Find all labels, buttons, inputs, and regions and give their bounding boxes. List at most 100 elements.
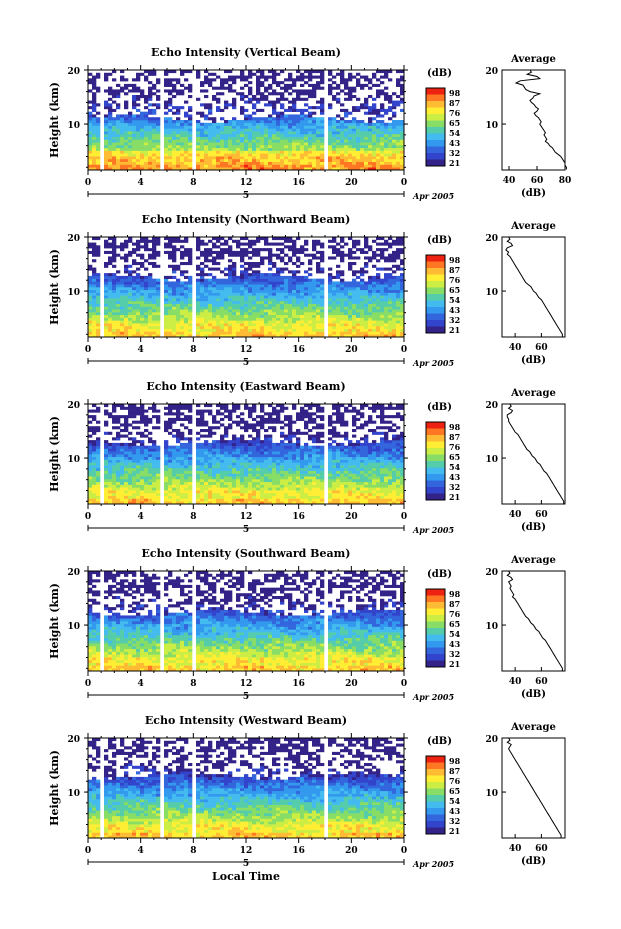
heatmap-cell bbox=[228, 292, 233, 296]
heatmap-cell bbox=[240, 298, 245, 302]
heatmap-cell bbox=[288, 147, 293, 151]
heatmap-cell bbox=[280, 128, 285, 132]
heatmap-cell bbox=[388, 145, 393, 149]
heatmap-cell bbox=[92, 97, 97, 101]
heatmap-cell bbox=[88, 470, 93, 474]
heatmap-cell bbox=[328, 103, 333, 107]
heatmap-cell bbox=[304, 139, 309, 143]
heatmap-cell bbox=[124, 331, 129, 335]
heatmap-cell bbox=[252, 331, 257, 335]
colorbar-tick-label: 32 bbox=[449, 148, 460, 158]
heatmap-cell bbox=[172, 136, 177, 140]
heatmap-cell bbox=[344, 78, 349, 82]
heatmap-cell bbox=[316, 284, 321, 288]
heatmap-cell bbox=[88, 89, 93, 93]
heatmap-cell bbox=[300, 281, 305, 285]
heatmap-cell bbox=[320, 250, 325, 254]
heatmap-cell bbox=[124, 501, 129, 505]
heatmap-cell bbox=[216, 86, 221, 90]
heatmap-cell bbox=[188, 95, 193, 99]
heatmap-cell bbox=[156, 125, 161, 129]
heatmap-cell bbox=[124, 289, 129, 293]
heatmap-cell bbox=[120, 423, 125, 427]
heatmap-cell bbox=[96, 161, 101, 165]
heatmap-cell bbox=[228, 133, 233, 137]
heatmap-cell bbox=[364, 139, 369, 143]
heatmap-cell bbox=[268, 75, 273, 79]
heatmap-cell bbox=[116, 139, 121, 143]
heatmap-cell bbox=[176, 467, 181, 471]
heatmap-cell bbox=[184, 70, 189, 74]
heatmap-cell bbox=[320, 284, 325, 288]
heatmap-cell bbox=[172, 334, 177, 338]
heatmap-cell bbox=[344, 331, 349, 335]
heatmap-cell bbox=[284, 312, 289, 316]
heatmap-cell bbox=[392, 298, 397, 302]
heatmap-cell bbox=[376, 325, 381, 329]
heatmap-cell bbox=[288, 139, 293, 143]
heatmap-cell bbox=[248, 275, 253, 279]
heatmap-cell bbox=[368, 158, 373, 162]
colorbar-unit: (dB) bbox=[427, 68, 452, 79]
heatmap-cell bbox=[176, 287, 181, 291]
heatmap-cell bbox=[180, 295, 185, 299]
heatmap-cell bbox=[312, 323, 317, 327]
heatmap-cell bbox=[108, 303, 113, 307]
heatmap-cell bbox=[204, 70, 209, 74]
heatmap-cell bbox=[272, 331, 277, 335]
heatmap-cell bbox=[232, 120, 237, 124]
heatmap-cell bbox=[108, 325, 113, 329]
heatmap-cell bbox=[292, 289, 297, 293]
heatmap-cell bbox=[388, 275, 393, 279]
heatmap-cell bbox=[316, 239, 321, 243]
heatmap-cell bbox=[308, 281, 313, 285]
heatmap-cell bbox=[260, 298, 265, 302]
heatmap-cell bbox=[228, 136, 233, 140]
heatmap-cell bbox=[180, 128, 185, 132]
heatmap-cell bbox=[296, 95, 301, 99]
heatmap-cell bbox=[372, 325, 377, 329]
heatmap-cell bbox=[244, 262, 249, 266]
heatmap-cell bbox=[140, 406, 145, 410]
heatmap-cell bbox=[112, 487, 117, 491]
heatmap-cell bbox=[180, 306, 185, 310]
heatmap-cell bbox=[148, 465, 153, 469]
heatmap-cell bbox=[256, 237, 261, 241]
heatmap-cell bbox=[256, 153, 261, 157]
heatmap-cell bbox=[92, 248, 97, 252]
heatmap-cell bbox=[148, 300, 153, 304]
heatmap-cell bbox=[96, 303, 101, 307]
heatmap-cell bbox=[208, 72, 213, 76]
heatmap-cell bbox=[292, 284, 297, 288]
heatmap-cell bbox=[104, 306, 109, 310]
heatmap-cell bbox=[284, 306, 289, 310]
heatmap-cell bbox=[276, 334, 281, 338]
heatmap-cell bbox=[396, 131, 401, 135]
heatmap-cell bbox=[140, 72, 145, 76]
heatmap-cell bbox=[188, 122, 193, 126]
heatmap-cell bbox=[368, 139, 373, 143]
heatmap-cell bbox=[140, 281, 145, 285]
heatmap-cell bbox=[288, 117, 293, 121]
heatmap-cell bbox=[140, 300, 145, 304]
heatmap-cell bbox=[280, 267, 285, 271]
heatmap-cell bbox=[180, 122, 185, 126]
heatmap-cell bbox=[372, 314, 377, 318]
heatmap-cell bbox=[280, 295, 285, 299]
heatmap-cell bbox=[320, 111, 325, 115]
heatmap-cell bbox=[148, 323, 153, 327]
heatmap-cell bbox=[96, 406, 101, 410]
heatmap-cell bbox=[156, 487, 161, 491]
heatmap-cell bbox=[144, 448, 149, 452]
heatmap-cell bbox=[276, 325, 281, 329]
heatmap-cell bbox=[368, 150, 373, 154]
heatmap-cell bbox=[140, 481, 145, 485]
heatmap-cell bbox=[212, 328, 217, 332]
heatmap-cell bbox=[344, 122, 349, 126]
heatmap-cell bbox=[308, 253, 313, 257]
heatmap-cell bbox=[300, 328, 305, 332]
heatmap-cell bbox=[320, 70, 325, 74]
heatmap-cell bbox=[184, 111, 189, 115]
heatmap-cell bbox=[124, 456, 129, 460]
heatmap-cell bbox=[152, 451, 157, 455]
